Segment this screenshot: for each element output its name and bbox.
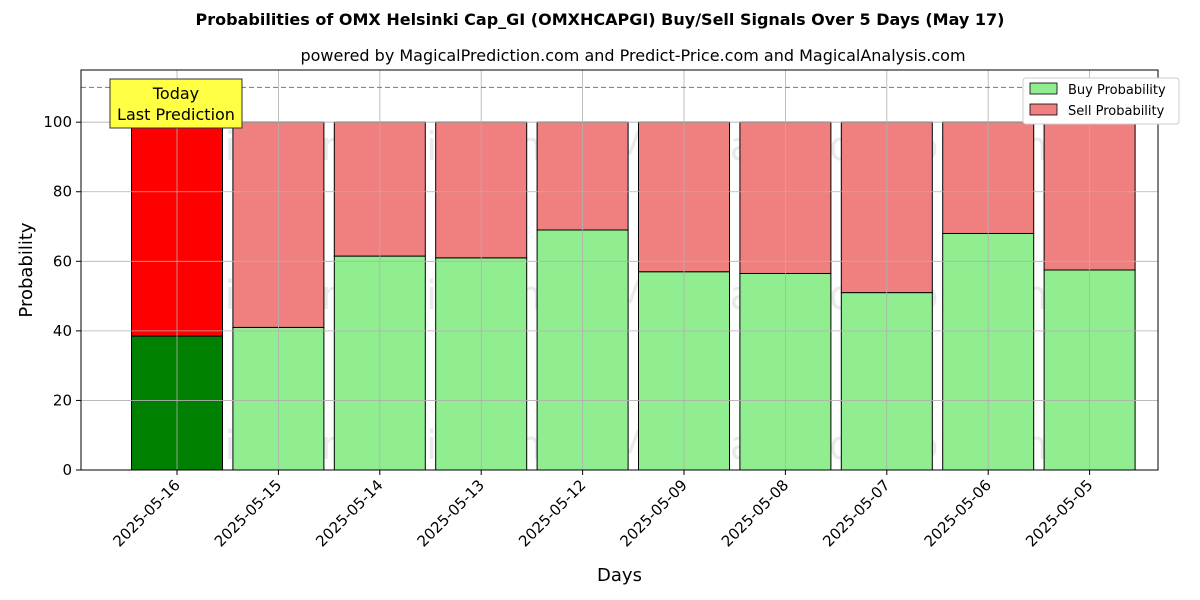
annotation-text: Last Prediction bbox=[117, 105, 235, 124]
x-tick-label: 2025-05-12 bbox=[515, 476, 589, 550]
x-tick-label: 2025-05-13 bbox=[414, 476, 488, 550]
plot-frame bbox=[80, 69, 1159, 471]
x-tick-label: 2025-05-16 bbox=[109, 476, 183, 550]
annotation-text: Today bbox=[152, 84, 199, 103]
y-tick-label: 100 bbox=[43, 113, 72, 131]
y-tick-label: 0 bbox=[62, 461, 72, 479]
chart-subtitle: powered by MagicalPrediction.com and Pre… bbox=[300, 46, 966, 65]
legend-label: Buy Probability bbox=[1068, 83, 1166, 98]
x-axis-label: Days bbox=[597, 565, 642, 586]
x-tick-label: 2025-05-06 bbox=[921, 476, 995, 550]
legend-label: Sell Probability bbox=[1068, 104, 1165, 119]
y-tick-label: 60 bbox=[53, 252, 72, 270]
chart-title: Probabilities of OMX Helsinki Cap_GI (OM… bbox=[195, 10, 1005, 29]
legend-swatch bbox=[1029, 82, 1058, 95]
x-tick-label: 2025-05-09 bbox=[616, 476, 690, 550]
x-tick-label: 2025-05-05 bbox=[1022, 476, 1096, 550]
x-tick-label: 2025-05-07 bbox=[819, 476, 893, 550]
x-tick-label: 2025-05-14 bbox=[312, 476, 386, 550]
legend-box bbox=[1022, 77, 1180, 125]
y-axis-label: Probability bbox=[16, 222, 37, 317]
x-tick-label: 2025-05-08 bbox=[718, 476, 792, 550]
x-tick-label: 2025-05-15 bbox=[211, 476, 285, 550]
y-tick-label: 80 bbox=[53, 183, 72, 201]
annotation-box bbox=[109, 78, 243, 129]
legend-swatch bbox=[1029, 103, 1058, 116]
y-tick-label: 40 bbox=[53, 322, 72, 340]
y-tick-label: 20 bbox=[53, 391, 72, 409]
